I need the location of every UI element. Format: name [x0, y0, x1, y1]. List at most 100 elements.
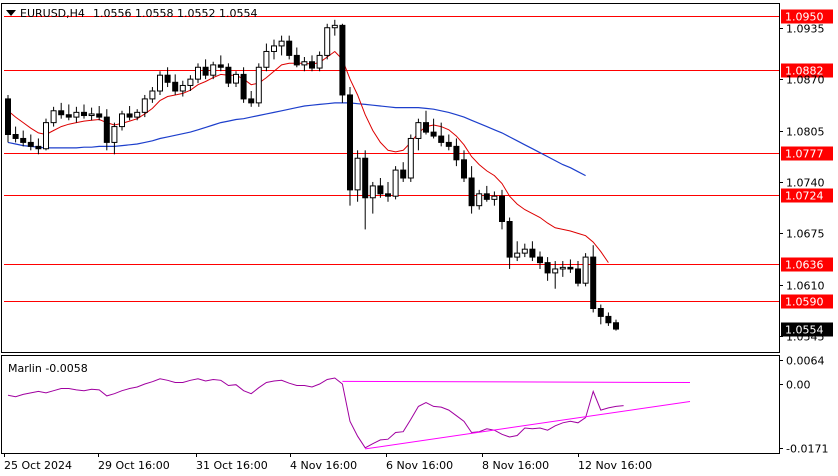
- time-tick-label: 12 Nov 16:00: [578, 459, 652, 472]
- candle: [301, 56, 308, 72]
- candle: [141, 94, 148, 118]
- candle: [544, 257, 551, 281]
- candle: [613, 319, 619, 331]
- time-tick-label: 6 Nov 16:00: [386, 459, 453, 472]
- bear-candle-body: [377, 185, 384, 195]
- bull-candle-body: [331, 24, 338, 29]
- candle: [582, 253, 589, 287]
- bull-candle-body: [271, 45, 277, 52]
- current-price-tag: [781, 322, 833, 337]
- candle: [12, 126, 19, 143]
- resistance-trendline[interactable]: [342, 380, 691, 384]
- bear-candle-body: [605, 315, 612, 324]
- bull-candle-body: [210, 64, 217, 76]
- bull-candle-body: [316, 54, 323, 69]
- candle: [521, 243, 528, 258]
- candle: [248, 91, 255, 107]
- candle: [5, 94, 11, 143]
- candle: [423, 110, 429, 135]
- current-price-text: 1.0554: [785, 324, 824, 337]
- candle: [263, 43, 270, 72]
- candle: [271, 39, 277, 60]
- candle: [286, 35, 293, 60]
- time-tick-label: 25 Oct 2024: [4, 459, 72, 472]
- candle: [453, 138, 460, 167]
- bear-candle-body: [65, 114, 72, 118]
- bear-candle-body: [613, 322, 619, 330]
- bull-candle-body: [255, 66, 262, 104]
- horizontal-levels: 1.0950 1.0882 1.0777 1.0724 1.0636 1.0590: [4, 9, 833, 309]
- bear-candle-body: [217, 64, 224, 68]
- level-price-text: 1.0636: [785, 259, 824, 272]
- time-tick-label: 31 Oct 16:00: [196, 459, 268, 472]
- level-price-text: 1.0777: [785, 148, 824, 161]
- bear-candle-body: [453, 145, 460, 161]
- bull-candle-body: [415, 122, 422, 139]
- candle: [529, 241, 536, 262]
- support-trendline[interactable]: [365, 400, 691, 450]
- candle: [73, 106, 80, 123]
- price-tick-label: 1.0870: [786, 74, 825, 87]
- bear-candle-body: [575, 268, 581, 284]
- bear-candle-body: [225, 66, 232, 84]
- bull-candle-body: [354, 157, 361, 191]
- candle: [179, 80, 186, 97]
- bull-candle-body: [552, 268, 559, 274]
- symbol-dropdown-icon[interactable]: [6, 10, 16, 16]
- indicator-tick-label: -0.0171: [786, 443, 828, 456]
- bear-candle-body: [423, 122, 429, 133]
- candle: [445, 134, 452, 151]
- candle: [240, 67, 247, 103]
- candle: [187, 75, 194, 91]
- candle: [590, 245, 597, 313]
- bear-candle-body: [597, 308, 604, 317]
- bear-candle-body: [27, 141, 34, 147]
- candle: [354, 150, 361, 202]
- candle: [217, 55, 224, 72]
- bear-candle-body: [309, 61, 315, 69]
- candle: [134, 109, 141, 121]
- indicator-panel[interactable]: [1, 355, 780, 454]
- bear-candle-body: [544, 262, 551, 274]
- bear-candle-body: [103, 116, 110, 143]
- bear-candle-body: [430, 131, 437, 137]
- level-price-text: 1.0950: [785, 11, 824, 24]
- candlesticks: [5, 19, 619, 331]
- level-price-text: 1.0724: [785, 190, 824, 203]
- bull-candle-body: [195, 66, 201, 80]
- bull-candle-body: [134, 111, 141, 118]
- candle: [103, 109, 110, 151]
- bear-candle-body: [248, 98, 255, 104]
- bear-candle-body: [81, 111, 87, 117]
- candle: [559, 261, 566, 277]
- bull-candle-body: [263, 50, 270, 68]
- bear-candle-body: [499, 195, 505, 222]
- bull-candle-body: [324, 27, 331, 56]
- candle: [164, 67, 171, 88]
- candle: [111, 122, 118, 155]
- bear-candle-body: [20, 137, 27, 143]
- bear-candle-body: [385, 193, 391, 197]
- candle: [567, 259, 574, 273]
- candle: [278, 35, 285, 56]
- price-panel[interactable]: [1, 3, 780, 353]
- candle: [377, 178, 384, 198]
- bear-candle-body: [461, 159, 467, 179]
- candle: [293, 47, 300, 68]
- level-price-text: 1.0590: [785, 296, 824, 309]
- candle: [415, 118, 422, 151]
- candle: [407, 134, 414, 182]
- time-tick-label: 29 Oct 16:00: [98, 459, 170, 472]
- candle: [392, 166, 399, 200]
- bull-candle-body: [43, 122, 49, 150]
- bull-candle-body: [491, 195, 498, 200]
- candle: [347, 87, 353, 206]
- bull-candle-body: [141, 98, 148, 113]
- time-tick-label: 4 Nov 16:00: [290, 459, 357, 472]
- bear-candle-body: [483, 193, 490, 200]
- candle: [385, 181, 391, 202]
- candle: [316, 51, 323, 72]
- candle: [58, 102, 65, 119]
- bear-candle-body: [202, 66, 209, 76]
